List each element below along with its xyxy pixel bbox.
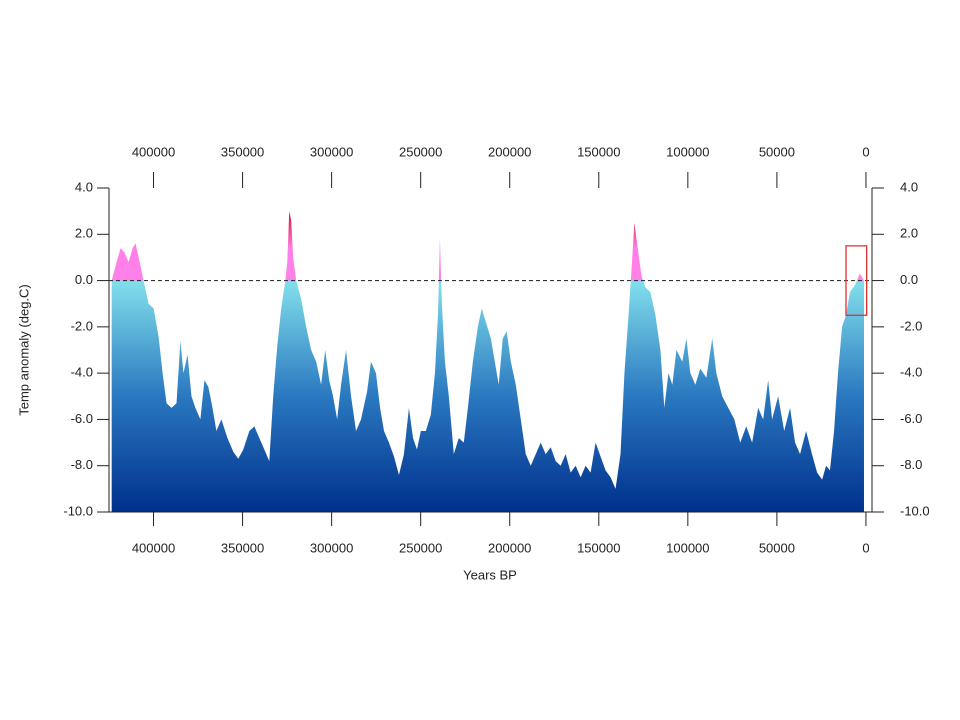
y-tick-label: 2.0 [75,226,93,241]
x2-tick-label: 350000 [221,144,264,159]
x-tick-label: 300000 [310,540,353,555]
y-tick-label: -8.0 [71,457,93,472]
x2-tick-label: 250000 [399,144,442,159]
y-axis-label: Temp anomaly (deg.C) [16,284,31,416]
x-tick-label: 350000 [221,540,264,555]
x-tick-label: 250000 [399,540,442,555]
y-tick-label: -2.0 [71,318,93,333]
x2-tick-label: 50000 [759,144,795,159]
x2-tick-label: 100000 [666,144,709,159]
y2-tick-label: -10.0 [900,503,930,518]
x2-tick-label: 150000 [577,144,620,159]
y2-tick-label: -8.0 [900,457,922,472]
y2-tick-label: -2.0 [900,318,922,333]
x-tick-label: 50000 [759,540,795,555]
y2-tick-label: 4.0 [900,179,918,194]
x-tick-label: 150000 [577,540,620,555]
highlight-box [845,245,868,316]
x-tick-label: 0 [862,540,869,555]
x2-tick-label: 0 [862,144,869,159]
x-axis-label: Years BP [463,567,517,582]
x2-tick-label: 200000 [488,144,531,159]
y-tick-label: -4.0 [71,365,93,380]
y2-tick-label: -6.0 [900,411,922,426]
y2-tick-label: 2.0 [900,226,918,241]
temperature-area [111,211,864,512]
y-tick-label: 4.0 [75,179,93,194]
y-tick-label: -6.0 [71,411,93,426]
x2-tick-label: 300000 [310,144,353,159]
y-tick-label: 0.0 [75,272,93,287]
x-tick-label: 100000 [666,540,709,555]
x-tick-label: 200000 [488,540,531,555]
x2-tick-label: 400000 [132,144,175,159]
y2-tick-label: -4.0 [900,365,922,380]
y-tick-label: -10.0 [63,503,93,518]
y2-tick-label: 0.0 [900,272,918,287]
x-tick-label: 400000 [132,540,175,555]
